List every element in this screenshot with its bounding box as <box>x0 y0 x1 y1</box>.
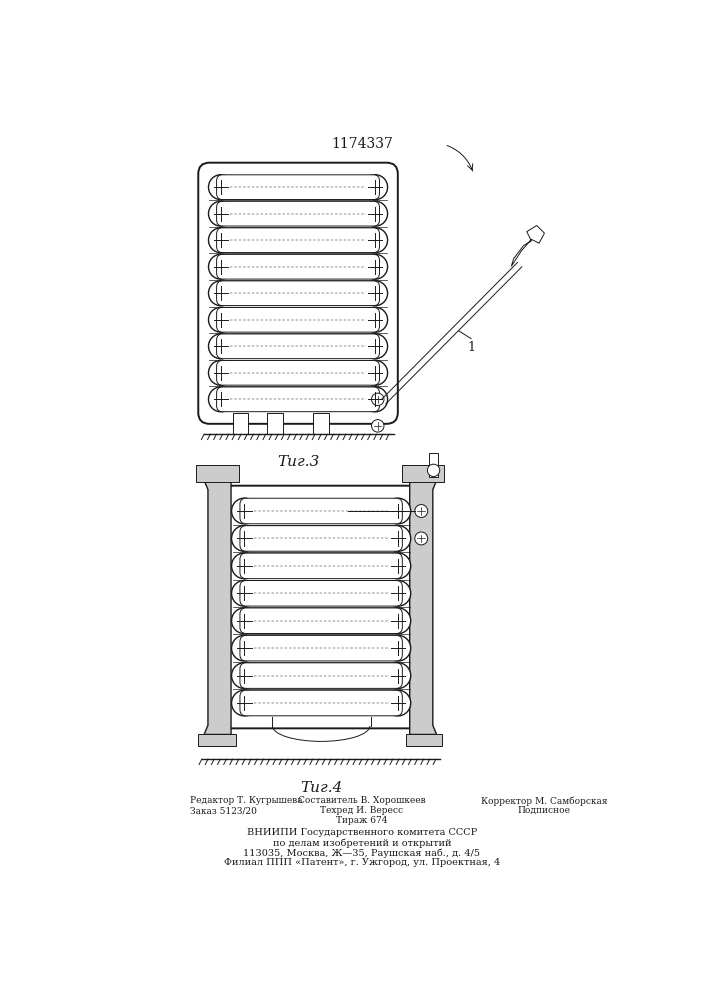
Circle shape <box>232 553 257 579</box>
Circle shape <box>363 175 387 200</box>
Polygon shape <box>204 480 231 734</box>
Text: ВНИИПИ Государственного комитета СССР: ВНИИПИ Государственного комитета СССР <box>247 828 477 837</box>
FancyBboxPatch shape <box>216 334 380 359</box>
FancyBboxPatch shape <box>240 663 402 688</box>
Circle shape <box>363 201 387 226</box>
Circle shape <box>363 281 387 306</box>
Circle shape <box>363 228 387 253</box>
Circle shape <box>385 608 411 634</box>
FancyBboxPatch shape <box>240 635 402 661</box>
Text: Τиг.3: Τиг.3 <box>277 455 320 469</box>
Circle shape <box>385 635 411 661</box>
Circle shape <box>209 201 233 226</box>
FancyBboxPatch shape <box>216 387 380 412</box>
Circle shape <box>209 281 233 306</box>
Circle shape <box>232 498 257 524</box>
Circle shape <box>415 532 428 545</box>
Text: Тираж 674: Тираж 674 <box>337 816 387 825</box>
Text: Редактор Т. Кугрышева: Редактор Т. Кугрышева <box>190 796 303 805</box>
Bar <box>313 413 329 434</box>
FancyBboxPatch shape <box>240 498 402 524</box>
Circle shape <box>209 360 233 385</box>
Text: Τиг.4: Τиг.4 <box>300 781 342 795</box>
Text: Корректор М. Самборская: Корректор М. Самборская <box>481 796 608 806</box>
Circle shape <box>371 420 384 432</box>
Circle shape <box>363 334 387 359</box>
FancyBboxPatch shape <box>216 307 380 332</box>
Circle shape <box>232 526 257 551</box>
Circle shape <box>209 387 233 412</box>
Circle shape <box>385 553 411 579</box>
Bar <box>197 465 239 482</box>
Circle shape <box>209 307 233 332</box>
Bar <box>429 453 438 477</box>
Circle shape <box>209 228 233 253</box>
FancyBboxPatch shape <box>216 175 380 200</box>
Circle shape <box>385 690 411 716</box>
Bar <box>406 734 442 746</box>
Text: Подписное: Подписное <box>518 806 571 815</box>
Circle shape <box>363 360 387 385</box>
Text: Техред И. Вересс: Техред И. Вересс <box>320 806 404 815</box>
Circle shape <box>232 608 257 634</box>
FancyBboxPatch shape <box>240 690 402 716</box>
FancyBboxPatch shape <box>221 486 421 728</box>
Circle shape <box>363 307 387 332</box>
Circle shape <box>232 635 257 661</box>
Circle shape <box>232 690 257 716</box>
FancyBboxPatch shape <box>216 281 380 306</box>
Circle shape <box>428 464 440 477</box>
FancyBboxPatch shape <box>240 581 402 606</box>
Text: 1174337: 1174337 <box>331 137 393 151</box>
Circle shape <box>363 387 387 412</box>
Text: Филиал ППП «Патент», г. Ужгород, ул. Проектная, 4: Филиал ППП «Патент», г. Ужгород, ул. Про… <box>224 858 500 867</box>
FancyBboxPatch shape <box>216 360 380 385</box>
Circle shape <box>385 663 411 688</box>
Text: Составитель В. Хорошкеев: Составитель В. Хорошкеев <box>298 796 426 805</box>
Circle shape <box>232 663 257 688</box>
Circle shape <box>371 393 384 406</box>
Text: 113035, Москва, Ж—35, Раушская наб., д. 4/5: 113035, Москва, Ж—35, Раушская наб., д. … <box>243 848 481 858</box>
Circle shape <box>385 580 411 606</box>
Text: по делам изобретений и открытий: по делам изобретений и открытий <box>273 838 451 848</box>
FancyBboxPatch shape <box>198 163 398 424</box>
Text: 1: 1 <box>467 341 475 354</box>
FancyBboxPatch shape <box>240 608 402 634</box>
Bar <box>267 413 283 434</box>
Circle shape <box>209 334 233 359</box>
Circle shape <box>385 498 411 524</box>
Circle shape <box>385 526 411 551</box>
FancyBboxPatch shape <box>216 228 380 253</box>
Circle shape <box>209 175 233 200</box>
Circle shape <box>415 505 428 517</box>
FancyBboxPatch shape <box>216 201 380 226</box>
Text: Заказ 5123/20: Заказ 5123/20 <box>190 806 257 815</box>
Circle shape <box>363 254 387 279</box>
Polygon shape <box>409 480 437 734</box>
FancyBboxPatch shape <box>240 526 402 551</box>
Circle shape <box>232 580 257 606</box>
Circle shape <box>209 254 233 279</box>
Polygon shape <box>511 225 544 266</box>
FancyBboxPatch shape <box>216 254 380 279</box>
Bar <box>402 465 444 482</box>
FancyBboxPatch shape <box>240 553 402 579</box>
Bar <box>198 734 236 746</box>
Bar <box>233 413 248 434</box>
